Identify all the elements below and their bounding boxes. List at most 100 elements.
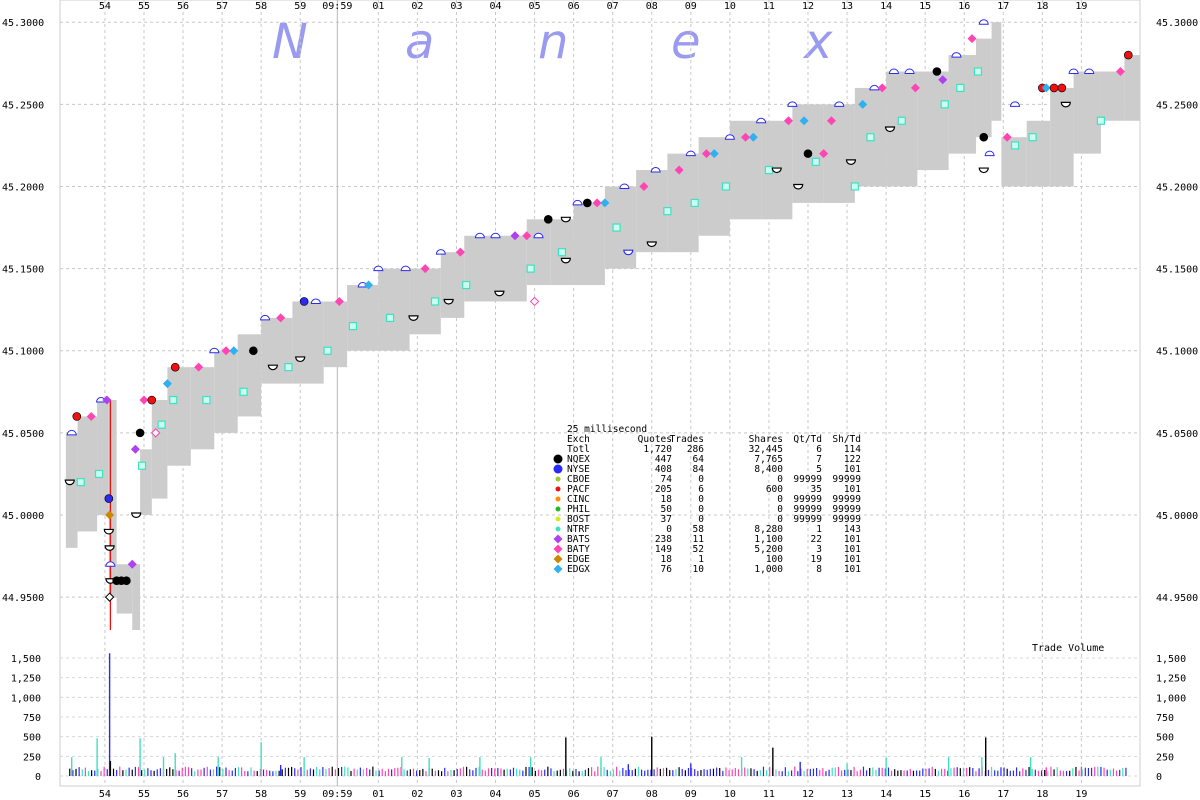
point-ntrf xyxy=(76,478,85,487)
point-nyse xyxy=(1084,68,1095,74)
point-edgx xyxy=(162,379,172,389)
time-tick-label-bottom: 58 xyxy=(255,789,267,800)
legend-cell-exch: NTRF xyxy=(567,524,590,535)
legend-cell-qttd: 99999 xyxy=(793,514,822,525)
time-tick-label-top: 15 xyxy=(919,1,931,12)
legend-marker xyxy=(555,516,561,522)
legend-cell-shares: 1,100 xyxy=(754,534,783,545)
bid-ask-segment xyxy=(190,367,215,450)
volume-tick-label-right: 250 xyxy=(1156,752,1174,763)
point-nyse xyxy=(724,134,735,140)
legend-cell-trades: 64 xyxy=(693,454,705,465)
point-bats xyxy=(510,231,520,241)
legend-cell-qttd: 19 xyxy=(811,554,823,565)
trade-volume-panel: Trade Volume xyxy=(69,643,1127,776)
volume-tick-label-right: 500 xyxy=(1156,733,1174,744)
time-tick-label-bottom: 18 xyxy=(1036,789,1048,800)
point-nqex xyxy=(1060,101,1071,108)
legend-cell-quotes: 447 xyxy=(655,454,672,465)
legend-marker xyxy=(555,526,561,532)
legend-header-shtd: Sh/Td xyxy=(832,434,861,445)
time-tick-label-top: 07 xyxy=(607,1,619,12)
price-tick-label-right: 45.1000 xyxy=(1156,347,1198,358)
watermark-letter: n xyxy=(538,14,568,70)
watermark-letter: N xyxy=(272,14,308,70)
point-nyse xyxy=(572,199,583,206)
legend-cell-qttd: 1 xyxy=(816,524,822,535)
point-ntrf xyxy=(721,182,731,191)
point-ntrf xyxy=(385,313,395,322)
legend-cell-qttd: 99999 xyxy=(793,494,822,505)
price-tick-label-left: 45.1500 xyxy=(2,265,44,276)
point-nqex xyxy=(771,167,782,174)
point-ntrf xyxy=(811,157,820,166)
point-nyse xyxy=(104,494,114,503)
time-tick-label-top: 19 xyxy=(1075,1,1087,12)
legend-cell-quotes: 1,720 xyxy=(643,444,672,455)
price-tick-label-left: 45.2000 xyxy=(2,182,44,193)
legend-cell-exch: CINC xyxy=(567,494,590,505)
point-baty xyxy=(455,247,465,257)
point-ntrf xyxy=(348,322,358,331)
price-tick-label-right: 45.0000 xyxy=(1156,511,1198,522)
legend-header-shares: Shares xyxy=(749,434,783,445)
point-bats xyxy=(127,559,137,569)
legend-cell-quotes: 37 xyxy=(661,514,672,525)
legend-cell-shtd: 101 xyxy=(844,464,861,475)
point-nqex xyxy=(979,132,989,142)
time-tick-label-bottom: 15 xyxy=(919,789,931,800)
time-tick-label-top: 02 xyxy=(411,1,423,12)
time-tick-label-top: 56 xyxy=(177,1,189,12)
point-nqex xyxy=(932,67,942,76)
legend-cell-exch: EDGE xyxy=(567,554,590,565)
bid-ask-segment xyxy=(1073,71,1101,154)
time-tick-label-top: 12 xyxy=(802,1,814,12)
time-tick-label-bottom: 54 xyxy=(99,789,111,800)
point-nqex xyxy=(103,528,114,535)
point-nyse xyxy=(299,297,309,306)
legend-marker xyxy=(553,534,563,544)
legend-cell-exch: CBOE xyxy=(567,474,590,485)
point-pacf xyxy=(147,395,157,405)
point-nqex xyxy=(267,364,278,371)
time-tick-label-bottom: 16 xyxy=(958,789,970,800)
legend-cell-trades: 84 xyxy=(693,464,705,475)
point-nqex xyxy=(249,346,258,356)
bid-ask-segment xyxy=(526,219,551,286)
point-baty xyxy=(819,149,829,159)
chart-grid xyxy=(59,0,1141,787)
legend-cell-exch: PACF xyxy=(567,484,590,495)
point-edgx xyxy=(364,280,374,290)
volume-tick-label-right: 1,000 xyxy=(1156,693,1186,704)
point-nyse xyxy=(888,68,899,74)
volume-tick-label-left: 750 xyxy=(23,713,41,724)
time-tick-label-bottom: 06 xyxy=(568,789,580,800)
point-nyse xyxy=(756,117,767,124)
legend-cell-shares: 0 xyxy=(777,504,783,515)
point-nyse xyxy=(951,52,962,58)
time-tick-label-bottom: 59 xyxy=(294,789,306,800)
point-nqex xyxy=(64,479,75,486)
point-edgx xyxy=(858,99,868,109)
point-baty xyxy=(522,231,532,241)
point-nqex xyxy=(443,298,454,305)
bid-ask-segment xyxy=(151,400,168,499)
bid-ask-segment xyxy=(495,235,527,302)
time-tick-label-top: 09:59 xyxy=(322,1,352,12)
point-nyse xyxy=(650,167,661,173)
point-nyse xyxy=(984,150,995,157)
time-tick-label-bottom: 08 xyxy=(646,789,658,800)
point-ntrf xyxy=(323,346,332,355)
quote-and-trade-marks xyxy=(64,19,1133,602)
point-ntrf xyxy=(612,223,621,232)
time-tick-label-bottom: 57 xyxy=(216,789,228,800)
legend-cell-shares: 5,200 xyxy=(754,544,783,555)
volume-tick-label-right: 1,500 xyxy=(1156,654,1186,665)
time-tick-label-top: 09 xyxy=(685,1,697,12)
legend-header-qttd: Qt/Td xyxy=(793,434,822,445)
point-nyse xyxy=(685,150,696,157)
legend-cell-trades: 0 xyxy=(698,504,704,515)
legend-header-quotes: Quotes xyxy=(638,434,672,445)
bid-ask-segment xyxy=(261,317,293,384)
bid-ask-segment xyxy=(132,564,141,630)
